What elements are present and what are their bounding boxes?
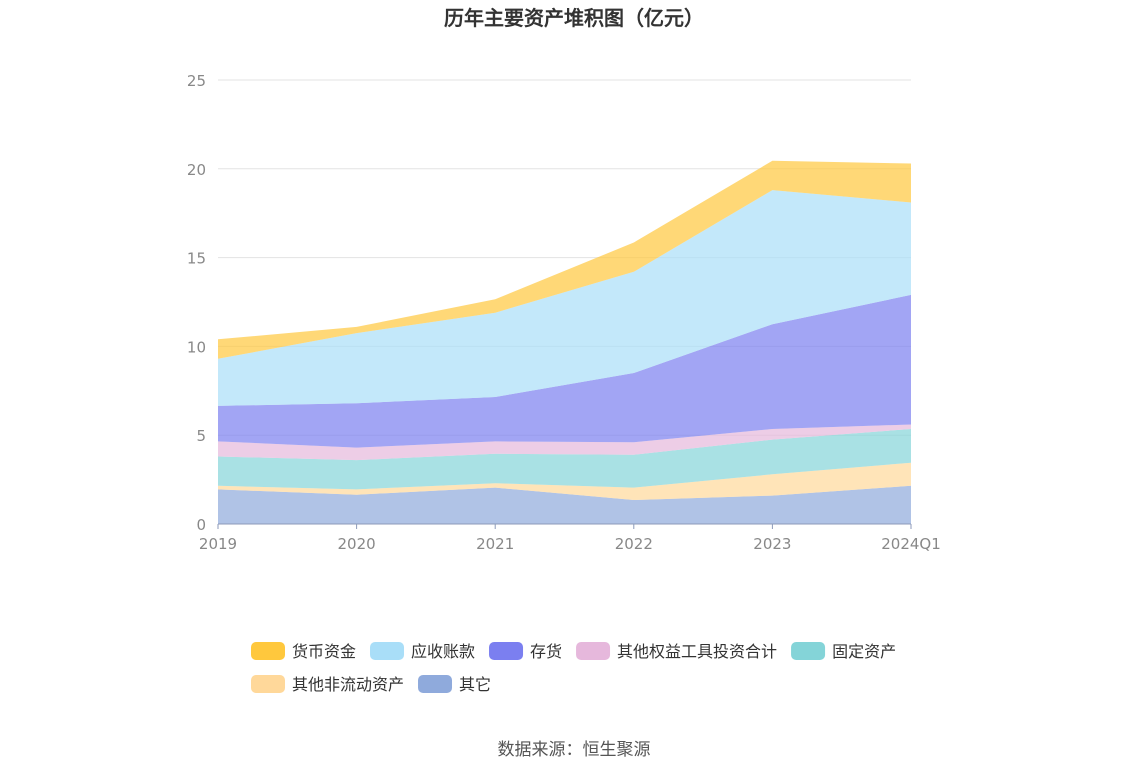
legend-item[interactable]: 存货 <box>489 642 562 661</box>
legend-label: 应收账款 <box>411 642 475 661</box>
legend-swatch <box>251 642 285 660</box>
legend-label: 其他非流动资产 <box>292 675 404 694</box>
legend-label: 固定资产 <box>832 642 896 661</box>
y-tick-label: 25 <box>187 72 206 90</box>
y-tick-label: 0 <box>196 516 206 534</box>
series-areas <box>218 160 911 524</box>
x-tick-label: 2021 <box>476 535 514 553</box>
legend-item[interactable]: 其它 <box>418 675 491 694</box>
area-series-2[interactable] <box>218 429 911 490</box>
x-tick-label: 2024Q1 <box>881 535 941 553</box>
legend-item[interactable]: 固定资产 <box>791 642 896 661</box>
x-tick-label: 2019 <box>199 535 237 553</box>
source-note: 数据来源：恒生聚源 <box>498 740 651 760</box>
area-series-5[interactable] <box>218 190 911 406</box>
y-tick-label: 20 <box>187 161 206 179</box>
x-tick-label: 2023 <box>753 535 791 553</box>
legend-item[interactable]: 应收账款 <box>370 642 475 661</box>
y-tick-label: 5 <box>196 427 206 445</box>
chart-title: 历年主要资产堆积图（亿元） <box>444 6 704 30</box>
legend-label: 货币资金 <box>292 642 356 661</box>
legend-label: 存货 <box>530 642 562 661</box>
legend-swatch <box>251 675 285 693</box>
y-tick-label: 10 <box>187 338 206 356</box>
legend-item[interactable]: 货币资金 <box>251 642 356 661</box>
legend-label: 其它 <box>459 675 491 694</box>
legend-swatch <box>418 675 453 693</box>
area-series-4[interactable] <box>218 294 911 448</box>
area-series-0[interactable] <box>218 485 911 524</box>
x-tick-label: 2022 <box>615 535 653 553</box>
y-tick-label: 15 <box>187 250 206 268</box>
area-series-3[interactable] <box>218 424 911 461</box>
legend-swatch <box>370 642 405 660</box>
area-series-1[interactable] <box>218 462 911 500</box>
legend-swatch <box>791 642 826 660</box>
legend-label: 其他权益工具投资合计 <box>617 642 777 661</box>
legend-item[interactable]: 其他非流动资产 <box>251 675 404 694</box>
area-series-6[interactable] <box>218 160 911 359</box>
legend-item[interactable]: 其他权益工具投资合计 <box>576 642 777 661</box>
legend-swatch <box>489 642 524 660</box>
legend-swatch <box>576 642 611 660</box>
axes: 2019 2020 2021 2022 2023 2024Q1 <box>199 523 941 553</box>
x-tick-label: 2020 <box>338 535 376 553</box>
